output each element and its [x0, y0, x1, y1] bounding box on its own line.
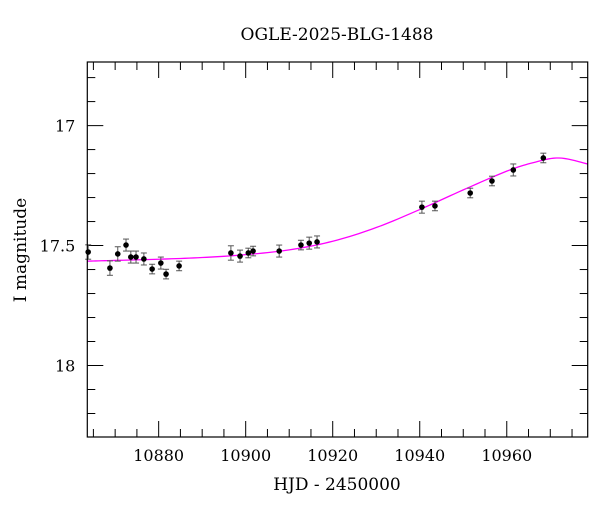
data-point: [489, 178, 495, 184]
data-point: [432, 203, 438, 209]
plot-frame: [86, 61, 589, 438]
x-tick-label: 10900: [220, 446, 271, 465]
model-line: [87, 157, 588, 262]
data-point: [114, 251, 121, 257]
data-point: [306, 240, 313, 246]
data-point: [276, 248, 282, 254]
data-point: [176, 263, 182, 269]
x-tick-label: 10940: [394, 446, 445, 465]
axis-ticks: [87, 62, 588, 437]
data-point: [467, 190, 474, 196]
data-point: [107, 265, 113, 271]
y-axis-label: I magnitude: [11, 198, 31, 302]
data-point: [237, 253, 243, 259]
data-point: [149, 266, 155, 272]
data-point: [298, 242, 304, 248]
x-tick-label: 10880: [133, 446, 184, 465]
tick-labels: 10880 10900 10920 10940 10960 17 17.5 18: [40, 117, 533, 465]
x-tick-label: 10920: [307, 446, 358, 465]
y-tick-label: 17: [55, 117, 75, 136]
data-point: [163, 271, 169, 277]
y-tick-label: 17.5: [40, 237, 76, 256]
model-curve: [87, 157, 588, 262]
data-point: [133, 254, 139, 260]
data-point: [245, 250, 252, 256]
data-point: [540, 155, 547, 161]
data-point: [141, 256, 147, 262]
data-point: [419, 204, 425, 210]
data-point: [314, 239, 320, 245]
data-point: [250, 248, 256, 254]
chart-title: OGLE-2025-BLG-1488: [241, 25, 434, 45]
y-tick-label: 18: [55, 357, 75, 376]
data-point: [85, 249, 91, 255]
data-point: [128, 254, 134, 260]
data-point: [123, 242, 129, 248]
data-point: [510, 167, 517, 173]
x-axis-label: HJD - 2450000: [273, 475, 401, 495]
data-points: [85, 152, 547, 280]
data-point: [228, 250, 234, 256]
x-tick-label: 10960: [481, 446, 532, 465]
data-point: [158, 260, 164, 266]
